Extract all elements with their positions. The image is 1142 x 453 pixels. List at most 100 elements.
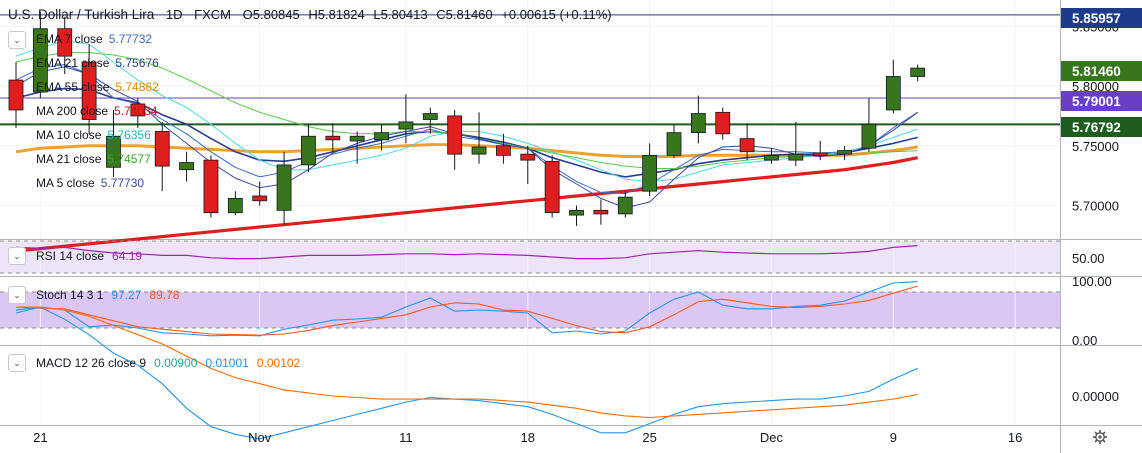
stoch-pane-band bbox=[0, 292, 1060, 328]
indicator-value: 5.74577 bbox=[107, 152, 151, 166]
candle-body bbox=[179, 162, 194, 171]
candle-body bbox=[106, 135, 121, 168]
indicator-legend-row[interactable]: MA 21 close 5.74577 bbox=[36, 152, 151, 166]
indicator-value: 5.74862 bbox=[115, 80, 159, 94]
candle-body bbox=[544, 160, 560, 214]
price-axis-label: 5.80000 bbox=[1072, 79, 1119, 94]
price-labels: 5.85957 5.81460 5.79001 5.76792 bbox=[1061, 8, 1142, 137]
stoch-k-line bbox=[15, 281, 918, 337]
candle-body bbox=[690, 113, 706, 134]
price-label-text: 5.85957 bbox=[1072, 11, 1121, 26]
macd-name[interactable]: MACD 12 26 close 9 bbox=[36, 356, 147, 370]
macd-signal-value: 0.00102 bbox=[256, 356, 301, 370]
candle-body bbox=[812, 152, 828, 156]
settings-gear-icon[interactable] bbox=[1093, 430, 1107, 444]
source-label: FXCM bbox=[194, 7, 232, 22]
price-label-box bbox=[1061, 117, 1142, 137]
time-axis-label: 21 bbox=[33, 430, 47, 445]
candle-body bbox=[447, 115, 463, 155]
stoch-collapse-button[interactable]: ⌄ bbox=[8, 286, 26, 304]
time-axis-label: 25 bbox=[642, 430, 656, 445]
candle-body bbox=[349, 135, 365, 142]
interval-label[interactable]: 1D bbox=[165, 7, 183, 22]
candle-body bbox=[325, 135, 341, 141]
indicator-legend-row[interactable]: EMA 55 close 5.74862 bbox=[36, 80, 159, 94]
horizontal-levels bbox=[0, 14, 1060, 126]
candle-body bbox=[739, 138, 755, 153]
chevron-down-icon: ⌄ bbox=[13, 251, 21, 261]
symbol-name[interactable]: U.S. Dollar / Turkish Lira bbox=[8, 7, 155, 22]
candle-body bbox=[715, 111, 731, 135]
macd-axis-label: 0.00000 bbox=[1072, 389, 1119, 404]
candle-body bbox=[617, 196, 633, 215]
stoch-legend: ⌄ Stoch 14 3 1 97.27 89.78 bbox=[8, 286, 179, 304]
indicator-name: EMA 21 close bbox=[36, 56, 110, 70]
candle-body bbox=[252, 195, 268, 202]
ohlc-change: +0.00615 (+0.11%) bbox=[501, 7, 612, 22]
rsi-name[interactable]: RSI 14 close bbox=[36, 249, 105, 263]
price-axis-label: 5.75000 bbox=[1072, 139, 1119, 154]
indicator-legend-row[interactable]: EMA 21 close 5.75676 bbox=[36, 56, 159, 70]
indicator-legend-row[interactable]: MA 200 close 5.74034 bbox=[36, 104, 157, 118]
rsi-collapse-button[interactable]: ⌄ bbox=[8, 247, 26, 265]
candle-body bbox=[130, 103, 146, 117]
candle-body bbox=[764, 154, 779, 161]
candle-body bbox=[885, 76, 901, 111]
rsi-legend: ⌄ RSI 14 close 64.19 bbox=[8, 247, 142, 265]
indicator-value: 5.75676 bbox=[115, 56, 159, 70]
macd-line-value: 0.01001 bbox=[205, 356, 249, 370]
sub-indicators bbox=[0, 240, 1060, 440]
candle-body bbox=[422, 113, 438, 120]
stoch-d-line bbox=[15, 285, 918, 336]
indicator-value: 5.77732 bbox=[108, 32, 153, 46]
price-label-box bbox=[1061, 61, 1142, 81]
series-ema-7 bbox=[15, 64, 918, 195]
stoch-name[interactable]: Stoch 14 3 1 bbox=[36, 288, 104, 302]
price-label-box bbox=[1061, 8, 1142, 28]
rsi-value: 64.19 bbox=[112, 249, 143, 263]
stoch-k-value: 97.27 bbox=[111, 288, 142, 302]
candle-body bbox=[32, 28, 48, 93]
candle-body bbox=[520, 153, 536, 161]
candle-body bbox=[301, 135, 316, 166]
ohlc-close: C5.81460 bbox=[436, 7, 493, 22]
time-axis-label: Dec bbox=[760, 430, 784, 445]
macd-line bbox=[15, 306, 918, 440]
candle-body bbox=[57, 28, 73, 57]
macd-hist-value: 0.00900 bbox=[154, 356, 198, 370]
ohlc-open: O5.80845 bbox=[242, 7, 300, 22]
rsi-axis-label: 50.00 bbox=[1072, 251, 1105, 266]
macd-collapse-button[interactable]: ⌄ bbox=[8, 354, 26, 372]
candle-body bbox=[910, 67, 926, 77]
time-axis-label: 9 bbox=[890, 430, 897, 445]
price-pane[interactable] bbox=[0, 0, 1060, 239]
indicator-name: EMA 55 close bbox=[36, 80, 110, 94]
chevron-down-icon: ⌄ bbox=[13, 358, 21, 368]
candle-body bbox=[227, 197, 243, 214]
ohlc-low: L5.80413 bbox=[373, 7, 428, 22]
price-label-text: 5.79001 bbox=[1072, 94, 1121, 109]
price-label-text: 5.76792 bbox=[1072, 120, 1121, 135]
rsi-line bbox=[15, 245, 918, 260]
indicator-name: MA 200 close bbox=[36, 104, 109, 118]
price-label-box bbox=[1061, 91, 1142, 111]
indicator-name: EMA 7 close bbox=[36, 32, 103, 46]
candle-body bbox=[154, 131, 170, 167]
candle-body bbox=[398, 121, 414, 130]
indicator-name: MA 21 close bbox=[36, 152, 102, 166]
indicator-value: 5.77730 bbox=[100, 176, 145, 190]
candle-body bbox=[642, 154, 658, 192]
series-ma-200 bbox=[15, 156, 919, 253]
candle-body bbox=[569, 209, 584, 216]
time-axis-label: 16 bbox=[1008, 430, 1022, 445]
symbol-header: U.S. Dollar / Turkish Lira 1D FXCM O5.80… bbox=[8, 7, 612, 22]
indicator-legend-row[interactable]: MA 5 close 5.77730 bbox=[36, 176, 144, 190]
macd-legend: ⌄ MACD 12 26 close 9 0.00900 0.01001 0.0… bbox=[8, 354, 300, 372]
indicator-legend-row[interactable]: MA 10 close 5.76356 bbox=[36, 128, 151, 142]
collapse-legend-button[interactable]: ⌄ bbox=[8, 31, 26, 49]
macd-signal-line bbox=[16, 306, 918, 419]
indicator-legend-row[interactable]: EMA 7 close 5.77732 bbox=[36, 32, 152, 46]
indicator-name: MA 10 close bbox=[36, 128, 102, 142]
chevron-down-icon: ⌄ bbox=[13, 290, 21, 300]
